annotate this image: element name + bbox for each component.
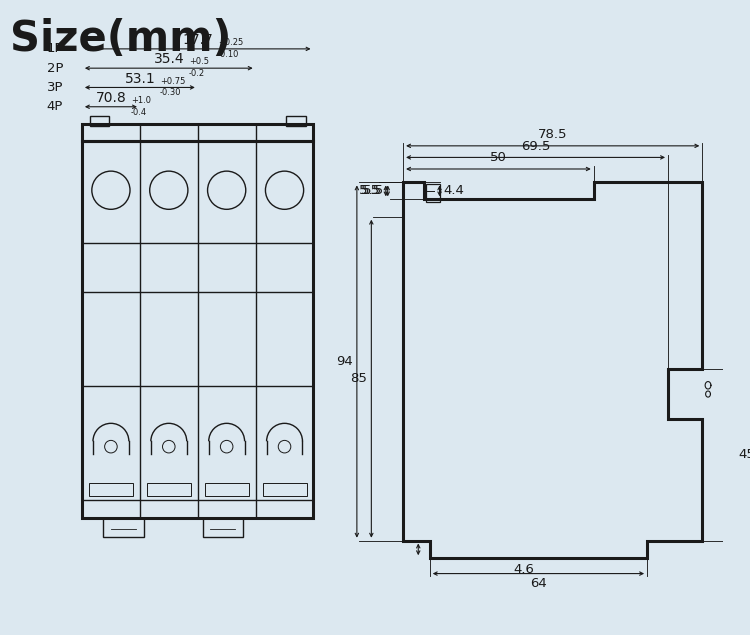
Text: 17.7: 17.7 — [182, 33, 213, 47]
Text: 1P: 1P — [46, 43, 63, 55]
Text: 3P: 3P — [46, 81, 63, 94]
Text: 64: 64 — [530, 577, 547, 591]
Text: 78.5: 78.5 — [538, 128, 568, 141]
Text: 94: 94 — [336, 355, 353, 368]
Text: 4P: 4P — [46, 100, 63, 113]
Bar — [147, 483, 190, 497]
Bar — [104, 518, 144, 537]
Text: +0.75: +0.75 — [160, 77, 185, 86]
Text: Size(mm): Size(mm) — [10, 18, 231, 60]
Text: +0.5: +0.5 — [189, 57, 209, 66]
Bar — [262, 483, 307, 497]
Bar — [426, 184, 439, 202]
Bar — [205, 483, 249, 497]
Bar — [82, 124, 314, 142]
Text: 4.6: 4.6 — [514, 563, 535, 576]
Text: 5.5: 5.5 — [361, 184, 382, 197]
Text: 53.1: 53.1 — [124, 72, 155, 86]
Bar — [89, 483, 133, 497]
Text: 45: 45 — [738, 448, 750, 462]
Bar — [286, 116, 306, 126]
Text: -0.2: -0.2 — [189, 69, 205, 78]
Text: 70.8: 70.8 — [95, 91, 126, 105]
Text: 50: 50 — [490, 151, 507, 164]
Text: 5.5: 5.5 — [363, 184, 384, 197]
Text: 4.4: 4.4 — [443, 184, 464, 197]
Text: +0.25: +0.25 — [217, 38, 243, 47]
Text: 5.5: 5.5 — [359, 184, 380, 197]
Text: -0.10: -0.10 — [217, 50, 239, 59]
Text: 35.4: 35.4 — [154, 52, 184, 66]
Bar — [82, 142, 314, 518]
Text: -0.4: -0.4 — [131, 108, 147, 117]
Text: 69.5: 69.5 — [521, 140, 550, 152]
Text: 2P: 2P — [46, 62, 63, 75]
Text: 85: 85 — [350, 372, 368, 385]
Bar — [202, 518, 243, 537]
Text: +1.0: +1.0 — [131, 96, 151, 105]
Text: -0.30: -0.30 — [160, 88, 182, 97]
Bar — [90, 116, 109, 126]
